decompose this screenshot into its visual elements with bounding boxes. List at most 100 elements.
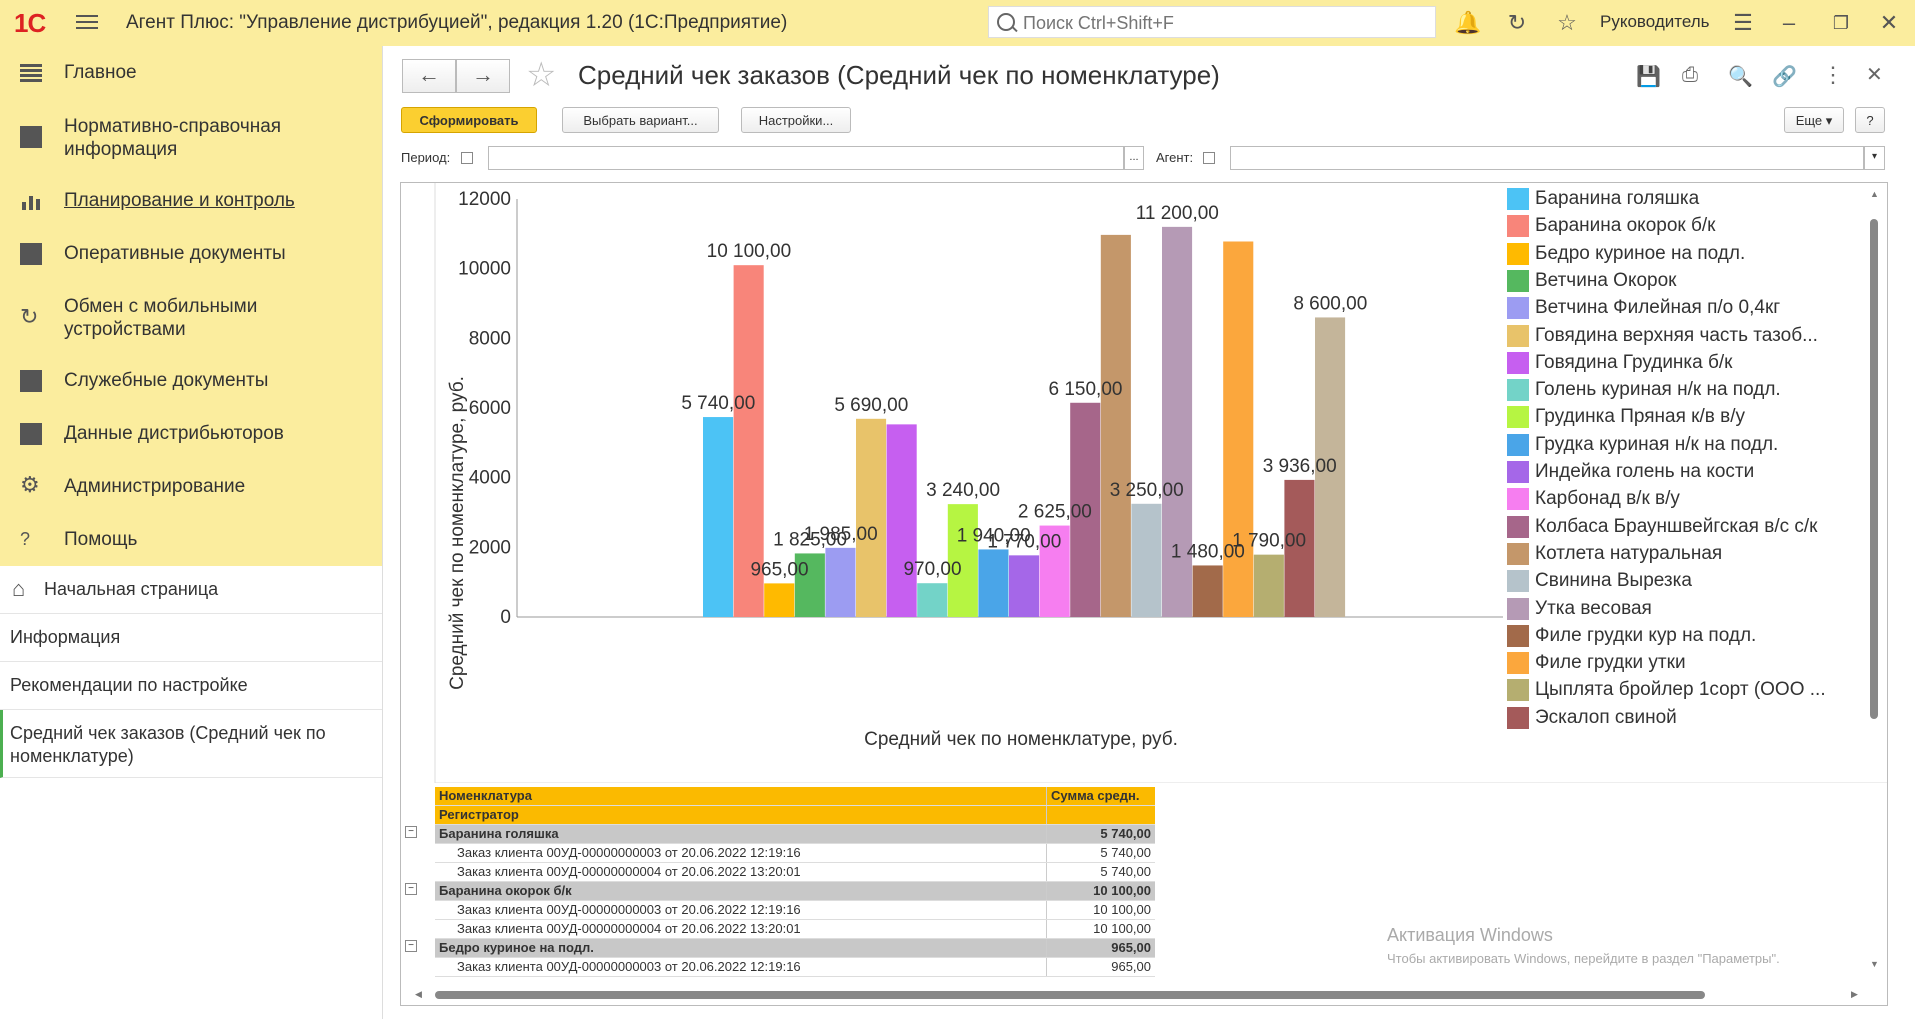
- table-cell-name: Баранина голяшка: [435, 824, 1047, 844]
- chart-bar[interactable]: [1315, 317, 1346, 617]
- chart-bar[interactable]: [764, 583, 795, 617]
- collapse-group-icon[interactable]: −: [405, 826, 417, 838]
- generate-button[interactable]: Сформировать: [401, 107, 537, 133]
- chart-bar[interactable]: [947, 504, 978, 617]
- legend-swatch: [1507, 242, 1529, 265]
- user-name[interactable]: Руководитель: [1600, 12, 1710, 31]
- history-icon[interactable]: ↻: [1507, 10, 1527, 35]
- chart-bar[interactable]: [1039, 525, 1070, 617]
- legend-swatch: [1507, 269, 1529, 292]
- sidebar-item-catalogs[interactable]: Нормативно-справочная информация: [0, 114, 382, 162]
- agent-dropdown-icon[interactable]: ▾: [1864, 146, 1885, 170]
- minimize-icon[interactable]: –: [1782, 10, 1796, 35]
- chart-bar[interactable]: [1131, 503, 1162, 617]
- scroll-left-icon[interactable]: ◀: [415, 989, 422, 999]
- link-icon[interactable]: 🔗: [1772, 66, 1797, 88]
- forward-button[interactable]: →: [456, 59, 510, 93]
- agent-checkbox[interactable]: [1203, 152, 1215, 164]
- chart-bar[interactable]: [703, 417, 734, 617]
- table-cell-name: Номенклатура: [435, 787, 1047, 806]
- chart-bar[interactable]: [1192, 565, 1223, 617]
- star-icon[interactable]: ☆: [1557, 10, 1577, 35]
- chart-bar[interactable]: [1009, 555, 1040, 617]
- settings-lines-icon[interactable]: ☰: [1733, 10, 1753, 35]
- window-report-active[interactable]: Средний чек заказов (Средний чек по номе…: [0, 710, 382, 778]
- legend-item: Свинина Вырезка: [1507, 569, 1857, 595]
- chart-bar[interactable]: [1162, 226, 1193, 617]
- sidebar-item-help[interactable]: ? Помощь: [0, 527, 382, 553]
- bar-value-label: 6 150,00: [1049, 379, 1123, 400]
- scroll-thumb[interactable]: [1870, 219, 1878, 719]
- horizontal-scrollbar[interactable]: ◀ ▶: [415, 989, 1865, 1001]
- close-report-icon[interactable]: ✕: [1866, 64, 1883, 86]
- print-icon[interactable]: ⎙: [1682, 64, 1698, 86]
- more-vertical-icon[interactable]: ⋮: [1822, 62, 1844, 87]
- sidebar-item-label: Данные дистрибьюторов: [64, 423, 284, 444]
- period-select-button[interactable]: ...: [1124, 146, 1144, 170]
- legend-item: Котлета натуральная: [1507, 542, 1857, 568]
- sidebar-item-administration[interactable]: ⚙ Администрирование: [0, 474, 382, 500]
- chart-bar[interactable]: [1070, 402, 1101, 617]
- chart-bar[interactable]: [1223, 241, 1254, 617]
- window-home[interactable]: ⌂ Начальная страница: [0, 566, 382, 614]
- scroll-down-icon[interactable]: ▼: [1870, 959, 1879, 969]
- legend-item: Цыплята бройлер 1сорт (ООО ...: [1507, 678, 1857, 704]
- chart-bar[interactable]: [886, 424, 917, 617]
- sidebar-item-mobile-exchange[interactable]: ↻ Обмен с мобильными устройствами: [0, 294, 382, 342]
- y-tick-label: 4000: [469, 468, 511, 489]
- chart-bar[interactable]: [794, 553, 825, 617]
- help-button[interactable]: ?: [1855, 107, 1885, 133]
- sidebar-item-distributors[interactable]: Данные дистрибьюторов: [0, 421, 382, 447]
- chart-bar[interactable]: [1100, 234, 1131, 617]
- period-checkbox[interactable]: [461, 152, 473, 164]
- window-info[interactable]: Информация: [0, 614, 382, 662]
- legend-item: Индейка голень на кости: [1507, 460, 1857, 486]
- table-header-row: Номенклатура Сумма средн.: [435, 787, 1155, 806]
- agent-field[interactable]: [1230, 146, 1864, 170]
- period-field[interactable]: [488, 146, 1124, 170]
- search-input[interactable]: [1021, 11, 1425, 35]
- bar-value-label: 11 200,00: [1136, 203, 1219, 224]
- bell-icon[interactable]: 🔔: [1454, 10, 1482, 35]
- collapse-group-icon[interactable]: −: [405, 940, 417, 952]
- scroll-right-icon[interactable]: ▶: [1851, 989, 1858, 999]
- legend-scrollbar[interactable]: ▲ ▼: [1868, 189, 1880, 989]
- main-menu-icon[interactable]: [76, 11, 98, 33]
- favorite-star-icon[interactable]: ☆: [526, 56, 557, 94]
- back-button[interactable]: ←: [402, 59, 456, 93]
- chart-bar[interactable]: [856, 418, 887, 617]
- y-tick-label: 2000: [469, 537, 511, 558]
- chart-bar[interactable]: [1284, 479, 1315, 617]
- settings-button[interactable]: Настройки...: [741, 107, 851, 133]
- window-label: Информация: [10, 627, 121, 647]
- legend-swatch: [1507, 433, 1529, 456]
- table-cell-value: 10 100,00: [1046, 881, 1155, 901]
- sidebar-item-planning[interactable]: Планирование и контроль: [0, 188, 382, 214]
- bar-value-label: 3 936,00: [1263, 456, 1337, 477]
- close-window-icon[interactable]: ✕: [1879, 10, 1899, 35]
- chart-bar[interactable]: [1253, 554, 1284, 617]
- window-recommendations[interactable]: Рекомендации по настройке: [0, 662, 382, 710]
- search-box[interactable]: [988, 6, 1436, 38]
- chart-bar[interactable]: [825, 547, 856, 617]
- sidebar-item-operational-docs[interactable]: Оперативные документы: [0, 241, 382, 267]
- bar-value-label: 2 625,00: [1018, 502, 1092, 523]
- collapse-group-icon[interactable]: −: [405, 883, 417, 895]
- legend-label: Цыплята бройлер 1сорт (ООО ...: [1535, 679, 1826, 701]
- scroll-up-icon[interactable]: ▲: [1870, 189, 1879, 199]
- chart-bar[interactable]: [917, 583, 948, 617]
- restore-icon[interactable]: ❐: [1832, 13, 1850, 33]
- choose-variant-button[interactable]: Выбрать вариант...: [562, 107, 719, 133]
- h-scroll-thumb[interactable]: [435, 991, 1705, 999]
- chart-bars: [703, 226, 1346, 617]
- legend-label: Грудинка Пряная к/в в/у: [1535, 406, 1745, 428]
- more-button[interactable]: Еще ▾: [1784, 107, 1844, 133]
- save-icon[interactable]: 💾: [1636, 66, 1661, 88]
- chart-bar[interactable]: [733, 265, 764, 617]
- chart-icon: [20, 190, 42, 212]
- preview-icon[interactable]: 🔍: [1728, 66, 1753, 88]
- chart-bar[interactable]: [978, 549, 1009, 617]
- sidebar-item-main[interactable]: Главное: [0, 60, 382, 86]
- sidebar-item-label: Обмен с мобильными устройствами: [64, 296, 258, 340]
- sidebar-item-service-docs[interactable]: Служебные документы: [0, 368, 382, 394]
